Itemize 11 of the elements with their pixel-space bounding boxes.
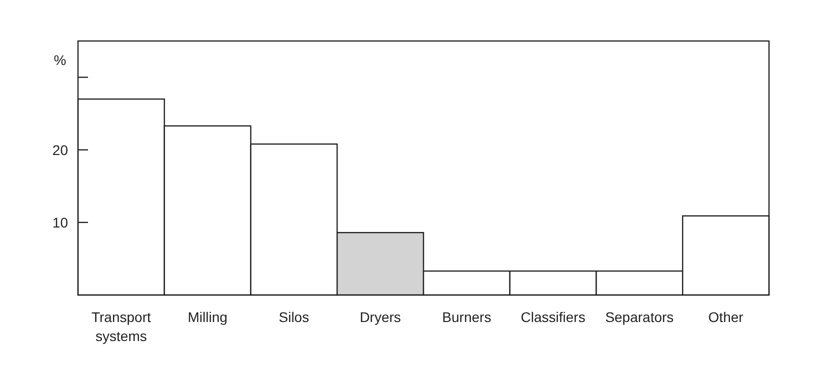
x-tick-label: Milling (188, 309, 228, 325)
x-tick-label: Transport systems (91, 309, 151, 344)
y-tick-label: 10 (52, 214, 68, 230)
x-tick-label: Classifiers (520, 309, 586, 325)
y-axis-title: % (54, 52, 66, 68)
x-tick-label: Burners (442, 309, 492, 325)
x-tick-label: Separators (605, 309, 674, 325)
x-tick-label: Other (708, 309, 744, 325)
y-tick-label: 20 (52, 142, 68, 158)
x-tick-label: Silos (278, 309, 310, 325)
x-tick-label: Dryers (360, 309, 401, 325)
